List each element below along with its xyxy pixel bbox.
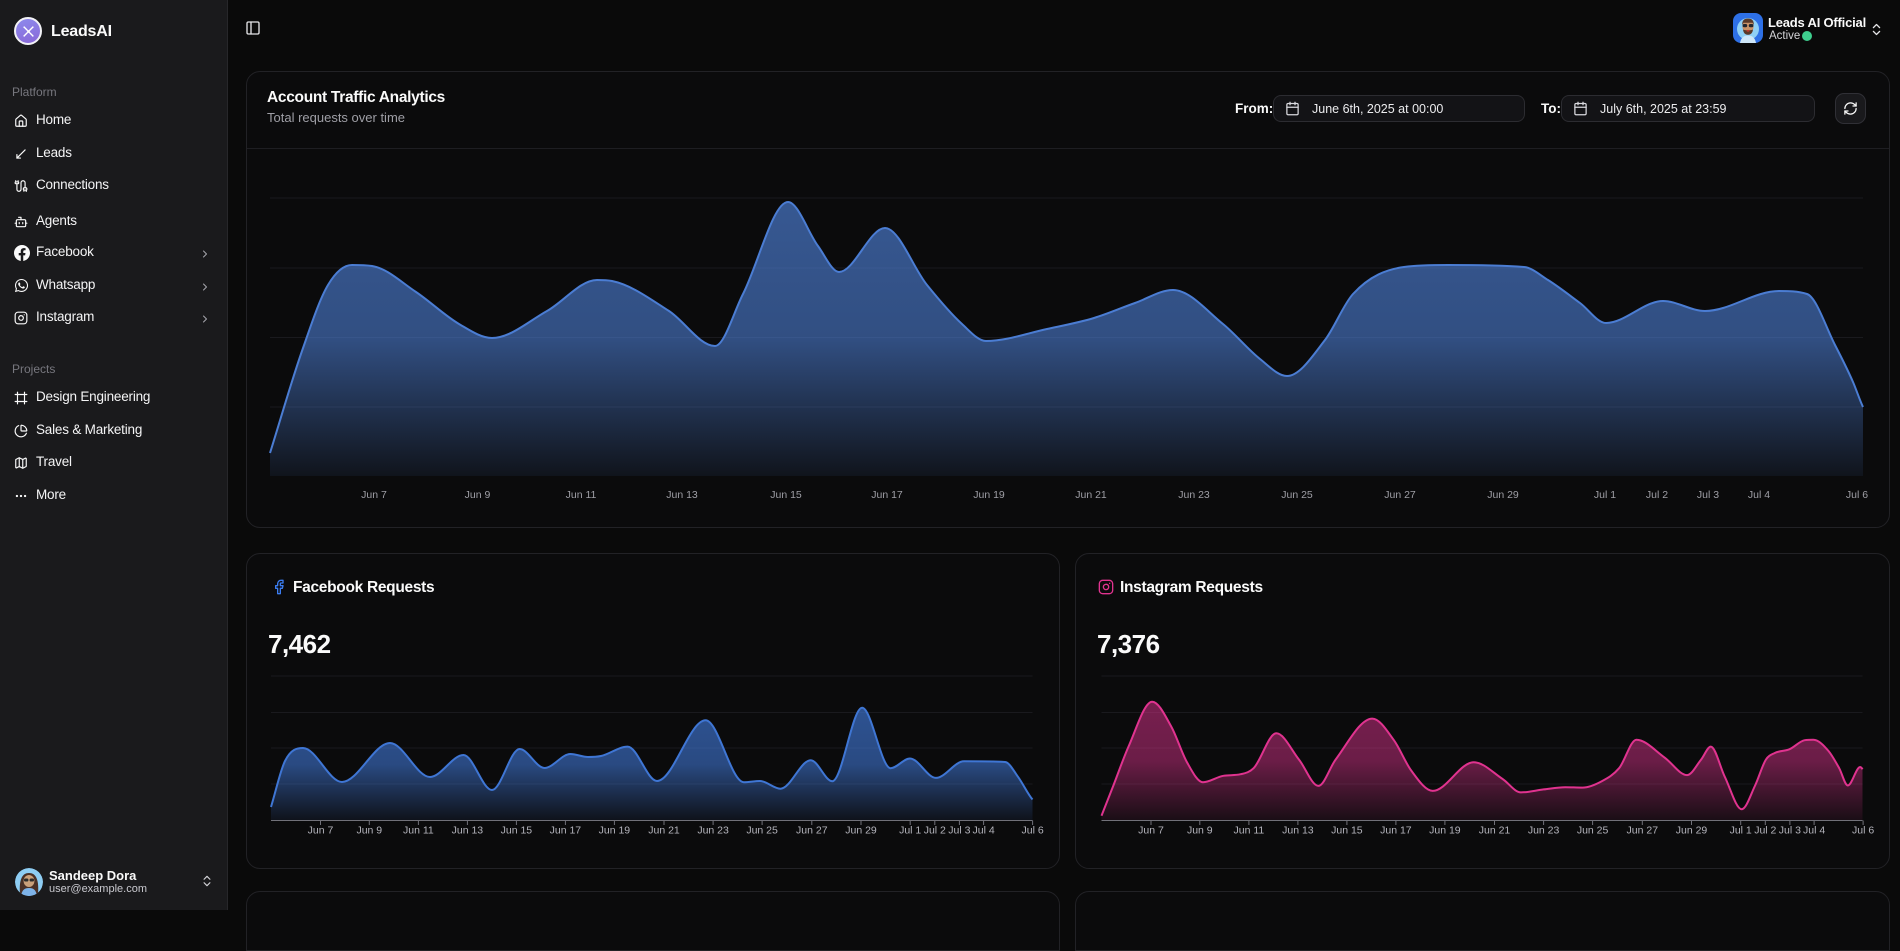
svg-text:Jun 13: Jun 13	[452, 825, 484, 837]
svg-text:Jun 15: Jun 15	[770, 489, 802, 501]
svg-text:Jun 7: Jun 7	[361, 489, 387, 501]
svg-text:Jun 27: Jun 27	[1627, 825, 1659, 837]
svg-text:Jun 23: Jun 23	[697, 825, 729, 837]
svg-text:Jun 23: Jun 23	[1178, 489, 1210, 501]
svg-text:Jun 11: Jun 11	[403, 825, 434, 837]
svg-text:Jul 4: Jul 4	[973, 825, 995, 837]
svg-text:Jun 9: Jun 9	[1187, 825, 1213, 837]
svg-text:Jun 25: Jun 25	[746, 825, 778, 837]
svg-text:Jun 11: Jun 11	[1234, 825, 1265, 837]
svg-text:Jun 17: Jun 17	[871, 489, 903, 501]
svg-text:Jul 4: Jul 4	[1803, 825, 1825, 837]
svg-text:Jun 13: Jun 13	[1282, 825, 1314, 837]
svg-text:Jun 21: Jun 21	[1075, 489, 1107, 501]
svg-text:Jul 4: Jul 4	[1748, 489, 1770, 501]
svg-text:Jun 9: Jun 9	[356, 825, 382, 837]
svg-text:Jul 3: Jul 3	[1779, 825, 1801, 837]
svg-text:Jul 3: Jul 3	[948, 825, 970, 837]
svg-text:Jul 2: Jul 2	[924, 825, 946, 837]
svg-text:Jun 17: Jun 17	[550, 825, 582, 837]
svg-text:Jul 1: Jul 1	[1730, 825, 1752, 837]
svg-text:Jul 6: Jul 6	[1022, 825, 1044, 837]
svg-text:Jun 19: Jun 19	[599, 825, 631, 837]
svg-text:Jun 19: Jun 19	[973, 489, 1005, 501]
svg-text:Jul 3: Jul 3	[1697, 489, 1719, 501]
svg-text:Jun 23: Jun 23	[1528, 825, 1560, 837]
svg-text:Jun 13: Jun 13	[666, 489, 698, 501]
svg-text:Jun 27: Jun 27	[796, 825, 828, 837]
svg-text:Jun 27: Jun 27	[1384, 489, 1416, 501]
svg-text:Jun 7: Jun 7	[308, 825, 334, 837]
svg-text:Jul 2: Jul 2	[1754, 825, 1776, 837]
svg-text:Jul 1: Jul 1	[899, 825, 921, 837]
svg-text:Jun 25: Jun 25	[1577, 825, 1609, 837]
svg-text:Jun 19: Jun 19	[1429, 825, 1461, 837]
svg-text:Jun 15: Jun 15	[501, 825, 533, 837]
svg-text:Jul 6: Jul 6	[1846, 489, 1868, 501]
svg-text:Jun 7: Jun 7	[1138, 825, 1164, 837]
svg-text:Jun 21: Jun 21	[648, 825, 680, 837]
svg-text:Jun 29: Jun 29	[1487, 489, 1519, 501]
svg-text:Jun 29: Jun 29	[845, 825, 877, 837]
svg-text:Jun 9: Jun 9	[465, 489, 491, 501]
svg-text:Jun 15: Jun 15	[1331, 825, 1363, 837]
svg-text:Jul 6: Jul 6	[1852, 825, 1874, 837]
svg-text:Jun 25: Jun 25	[1281, 489, 1313, 501]
svg-text:Jun 21: Jun 21	[1479, 825, 1511, 837]
svg-text:Jun 17: Jun 17	[1380, 825, 1412, 837]
svg-text:Jun 29: Jun 29	[1676, 825, 1708, 837]
svg-text:Jul 2: Jul 2	[1646, 489, 1668, 501]
svg-text:Jul 1: Jul 1	[1594, 489, 1616, 501]
svg-text:Jun 11: Jun 11	[566, 489, 597, 501]
